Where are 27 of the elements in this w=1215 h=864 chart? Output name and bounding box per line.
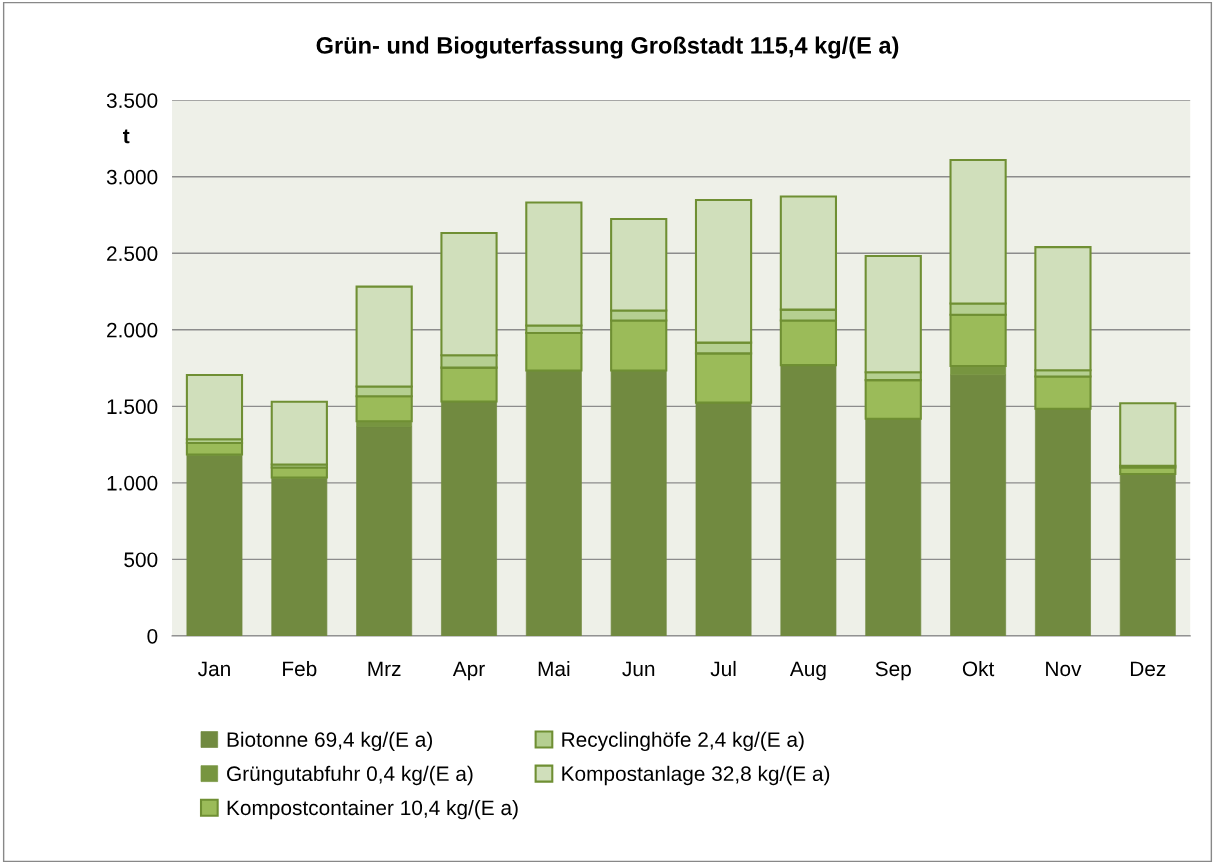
x-tick-label: Aug [789,661,826,681]
x-tick-label: Dez [1130,661,1166,677]
y-tick-label: 500 [124,552,158,568]
x-tick-label: Jun [622,661,655,677]
legend-label: Biotonne 69,4 kg/(E a) [227,731,433,752]
chart-title: Grün- und Bioguterfassung Großstadt 115,4 kg/(E a) [316,36,899,59]
x-tick-label: Nov [1046,661,1082,677]
legend-label: Kompostanlage 32,8 kg/(E a) [562,765,830,786]
y-tick-label: 1.000 [107,475,158,491]
legend-label: Kompostcontainer 10,4 kg/(E a) [227,799,518,820]
y-tick-label: 3.500 [106,93,158,108]
y-tick-label: 2.000 [107,322,158,338]
legend-label: Recyclinghöfe 2,4 kg/(E a) [562,731,804,752]
x-tick-label: Feb [283,660,317,677]
y-tick-label: 2.500 [107,246,158,262]
x-tick-label: Mrz [368,661,401,676]
y-tick-label: 3.000 [106,169,158,185]
y-axis-title: t [123,129,130,144]
y-tick-label: 0 [147,628,158,644]
x-tick-label: Okt [962,660,995,677]
x-tick-label: Jul [710,660,736,677]
legend-label: Grüngutabfuhr 0,4 kg/(E a) [227,765,473,786]
x-tick-label: Sep [875,661,911,681]
y-tick-label: 1.500 [107,399,158,415]
x-tick-label: Apr [452,661,485,681]
x-tick-label: Jan [198,661,230,677]
x-tick-label: Mai [538,660,570,677]
